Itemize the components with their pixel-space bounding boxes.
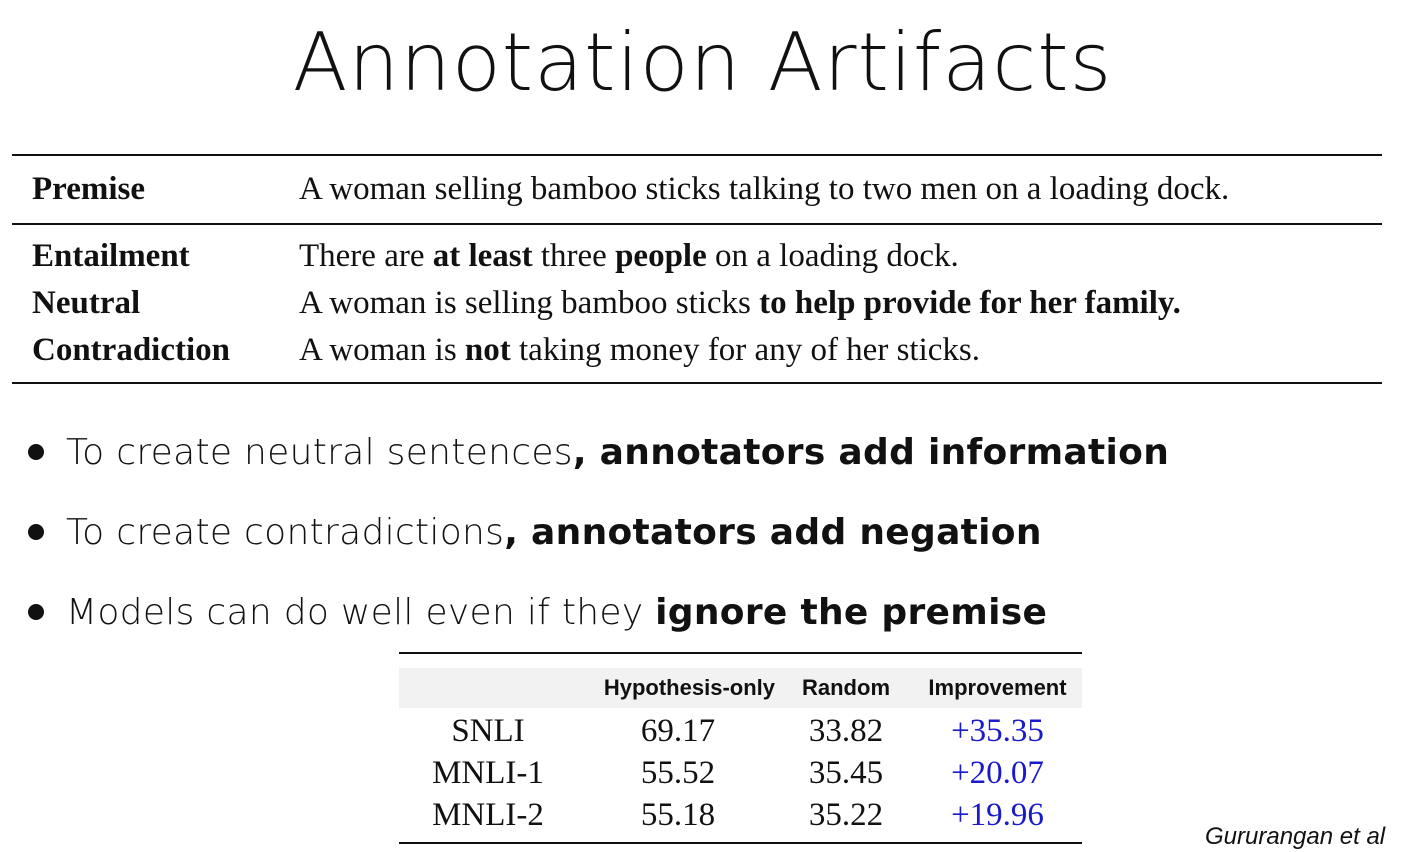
cell-improvement: +20.07 — [951, 754, 1044, 791]
results-table: Hypothesis-only Random Improvement SNLI … — [399, 652, 1082, 844]
bullet-plain-text: To create contradictions — [66, 511, 505, 553]
slide-title: Annotation Artifacts — [292, 16, 1113, 109]
cell-hypothesis-only: 55.52 — [640, 754, 716, 791]
hypotheses-section: Entailment There are at least three peop… — [12, 225, 1382, 382]
contradiction-text-part: A woman is — [299, 331, 465, 368]
bullet-text: Models can do well even if they ignore t… — [66, 592, 1047, 633]
bullet-dot-icon — [28, 524, 44, 540]
neutral-text-part: A woman is selling bamboo sticks — [299, 284, 760, 321]
table-row: MNLI-2 55.18 35.22 +19.96 — [399, 794, 1082, 836]
bullet-bold-text: , annotators add information — [572, 431, 1170, 473]
table-top-rule — [12, 154, 1382, 156]
bullet-plain-text: To create neutral sentences — [66, 431, 573, 473]
cell-hypothesis-only: 55.18 — [640, 796, 716, 833]
nli-example-table: Premise A woman selling bamboo sticks ta… — [12, 154, 1382, 384]
premise-section: Premise A woman selling bamboo sticks ta… — [12, 156, 1382, 223]
bullet-bold-text: ignore the premise — [655, 591, 1048, 633]
citation: Gururangan et al — [1205, 823, 1386, 850]
cell-improvement: +19.96 — [951, 796, 1044, 833]
bullet-list: To create neutral sentences, annotators … — [28, 428, 1388, 668]
table-row: MNLI-1 55.52 35.45 +20.07 — [399, 752, 1082, 794]
header-improvement: Improvement — [928, 675, 1067, 700]
entailment-label: Entailment — [32, 237, 190, 274]
contradiction-label: Contradiction — [32, 331, 230, 368]
entailment-text-part: three — [532, 237, 616, 274]
neutral-text: A woman is selling bamboo sticks to help… — [299, 280, 1382, 327]
entailment-row: Entailment There are at least three peop… — [12, 233, 1382, 280]
bullet-item: To create contradictions, annotators add… — [28, 508, 1388, 556]
cell-dataset: MNLI-2 — [432, 796, 544, 833]
entailment-text-part: There are — [299, 237, 433, 274]
cell-hypothesis-only: 69.17 — [640, 712, 716, 749]
contradiction-text: A woman is not taking money for any of h… — [299, 327, 1382, 374]
bullet-item: Models can do well even if they ignore t… — [28, 588, 1388, 636]
entailment-bold-part: people — [615, 237, 707, 274]
cell-dataset: SNLI — [451, 712, 525, 749]
entailment-text-part: on a loading dock. — [706, 237, 959, 274]
results-header-row: Hypothesis-only Random Improvement — [399, 668, 1082, 708]
entailment-text: There are at least three people on a loa… — [299, 233, 1382, 280]
cell-random: 33.82 — [808, 712, 884, 749]
bullet-text: To create contradictions, annotators add… — [66, 512, 1042, 553]
neutral-label: Neutral — [32, 284, 141, 321]
bullet-dot-icon — [28, 604, 44, 620]
bullet-item: To create neutral sentences, annotators … — [28, 428, 1388, 476]
contradiction-bold-part: not — [464, 331, 511, 368]
cell-improvement: +35.35 — [951, 712, 1044, 749]
table-bottom-rule — [12, 381, 1382, 384]
neutral-bold-part: to help provide for her family. — [759, 284, 1181, 321]
table-mid-rule — [12, 223, 1382, 225]
results-bottom-rule — [399, 842, 1082, 844]
contradiction-text-part: taking money for any of her sticks. — [510, 331, 980, 368]
bullet-text: To create neutral sentences, annotators … — [66, 432, 1169, 473]
cell-random: 35.22 — [808, 796, 884, 833]
premise-row: Premise A woman selling bamboo sticks ta… — [12, 166, 1382, 213]
bullet-dot-icon — [28, 444, 44, 460]
premise-label: Premise — [32, 171, 146, 207]
cell-random: 35.45 — [808, 754, 884, 791]
bullet-plain-text: Models can do well even if they — [66, 591, 656, 633]
results-top-rule — [399, 652, 1082, 654]
cell-dataset: MNLI-1 — [432, 754, 544, 791]
contradiction-row: Contradiction A woman is not taking mone… — [12, 327, 1382, 374]
header-hypothesis-only: Hypothesis-only — [603, 675, 775, 700]
header-random: Random — [802, 675, 890, 700]
table-row: SNLI 69.17 33.82 +35.35 — [399, 710, 1082, 752]
premise-text: A woman selling bamboo sticks talking to… — [299, 171, 1230, 207]
results-body: SNLI 69.17 33.82 +35.35 MNLI-1 55.52 35.… — [399, 708, 1082, 842]
bullet-bold-text: , annotators add negation — [504, 511, 1042, 553]
neutral-row: Neutral A woman is selling bamboo sticks… — [12, 280, 1382, 327]
entailment-bold-part: at least — [432, 237, 533, 274]
